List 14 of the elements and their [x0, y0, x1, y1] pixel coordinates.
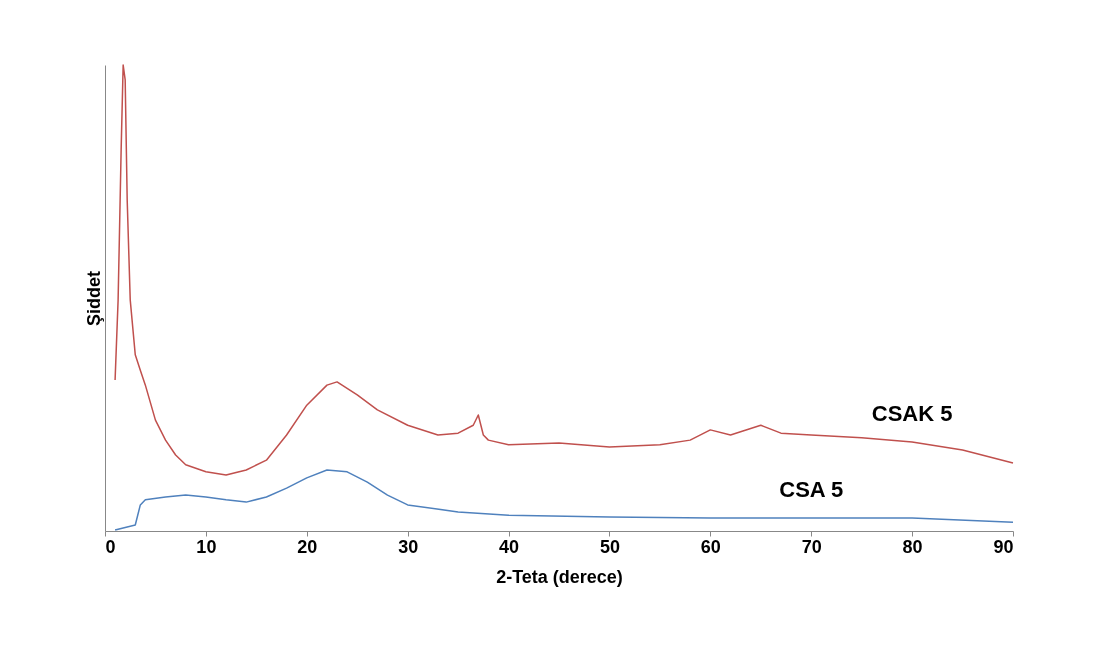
x-tick-label: 60: [700, 536, 721, 557]
y-axis-title: Şiddet: [83, 270, 104, 327]
x-tick-label: 30: [398, 536, 419, 557]
series-label: CSAK 5: [871, 400, 953, 426]
x-tick-label: 40: [499, 536, 520, 557]
x-tick-label: 10: [196, 536, 217, 557]
x-tick-label: 80: [902, 536, 923, 557]
x-tick-label: 0: [105, 536, 116, 557]
series-label: CSA 5: [779, 476, 844, 502]
x-tick-label: 20: [297, 536, 318, 557]
x-tick-label: 70: [801, 536, 822, 557]
x-tick-label: 90: [993, 536, 1014, 557]
x-tick-label: 50: [599, 536, 620, 557]
x-axis-title: 2-Teta (derece): [496, 566, 623, 587]
